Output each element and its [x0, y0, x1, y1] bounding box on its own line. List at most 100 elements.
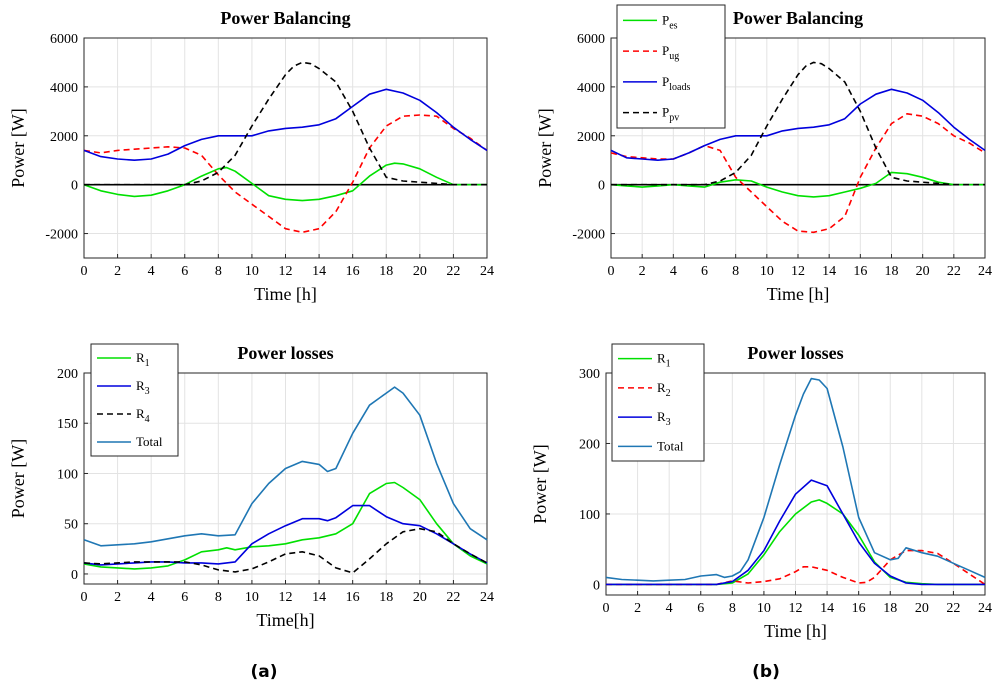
- legend-label-main: R: [657, 409, 666, 424]
- x-tick-label: 24: [480, 590, 494, 605]
- x-tick-label: 24: [480, 264, 494, 279]
- x-tick-label: 16: [346, 590, 360, 605]
- chart-title: Power losses: [237, 343, 333, 363]
- y-tick-label: 4000: [50, 81, 78, 96]
- x-tick-label: 8: [215, 264, 222, 279]
- x-tick-label: 12: [279, 264, 293, 279]
- series-line-3: [83, 527, 488, 574]
- legend-label-subscript: 3: [145, 386, 150, 397]
- series-line-3: [610, 88, 986, 161]
- x-tick-label: 0: [81, 264, 88, 279]
- legend-box: [616, 4, 726, 129]
- x-tick-label: 12: [791, 264, 805, 279]
- x-tick-label: 10: [245, 590, 259, 605]
- series-line-4: [611, 61, 985, 186]
- x-tick-label: 14: [312, 590, 326, 605]
- x-tick-label: 22: [446, 264, 460, 279]
- y-axis-label: Power [W]: [8, 439, 28, 518]
- x-tick-label: 8: [732, 264, 739, 279]
- x-tick-label: 0: [608, 264, 615, 279]
- x-tick-label: 18: [379, 264, 393, 279]
- legend-label-main: P: [662, 12, 669, 27]
- x-tick-label: 6: [181, 264, 188, 279]
- legend-label: R2: [657, 380, 671, 399]
- x-tick-label: 4: [666, 601, 673, 616]
- y-tick-label: 200: [579, 437, 600, 452]
- y-tick-label: 200: [57, 367, 78, 382]
- legend-label-subscript: es: [669, 20, 677, 31]
- series-line-4: [84, 61, 487, 186]
- series-line-3: [83, 88, 488, 161]
- series-line-1: [83, 162, 487, 202]
- chart-a-power-balancing: 0 2 4 6 8 10 12 14 16 18 20 22 24-20000200040006000P…: [8, 8, 494, 304]
- x-tick-label: 8: [215, 590, 222, 605]
- y-tick-label: 0: [598, 179, 605, 194]
- legend-label-subscript: 2: [666, 388, 671, 399]
- x-tick-label: 16: [346, 264, 360, 279]
- x-axis-label: Time[h]: [256, 610, 314, 630]
- x-tick-label: 0: [603, 601, 610, 616]
- series-line-4: [605, 377, 986, 582]
- y-axis-label: Power [W]: [535, 108, 555, 187]
- legend-label: Ppv: [662, 105, 679, 124]
- series-line-2: [83, 114, 488, 234]
- y-tick-label: 2000: [50, 130, 78, 145]
- x-tick-label: 2: [634, 601, 641, 616]
- legend-label: Pug: [662, 43, 679, 62]
- x-tick-label: 8: [729, 601, 736, 616]
- legend-label-main: P: [662, 105, 669, 120]
- y-tick-label: 100: [579, 508, 600, 523]
- chart-title: Power Balancing: [733, 8, 863, 28]
- legend-box: [90, 343, 179, 457]
- x-tick-label: 0: [81, 590, 88, 605]
- legend-label-main: R: [657, 351, 666, 366]
- legend-label: R3: [657, 409, 671, 428]
- y-tick-label: 0: [593, 578, 600, 593]
- legend-label: Ploads: [662, 74, 690, 93]
- series-line-1: [83, 481, 488, 570]
- x-tick-label: 2: [114, 590, 121, 605]
- legend-label-main: R: [136, 378, 145, 393]
- y-tick-label: -2000: [45, 228, 78, 243]
- y-tick-label: 50: [64, 518, 78, 533]
- legend-label-subscript: 3: [666, 417, 671, 428]
- legend-label: R4: [136, 406, 150, 425]
- x-axis-label: Time [h]: [764, 621, 827, 641]
- x-tick-label: 12: [279, 590, 293, 605]
- legend-label-main: R: [136, 406, 145, 421]
- y-tick-label: 6000: [577, 32, 605, 47]
- y-tick-label: 2000: [577, 130, 605, 145]
- x-tick-label: 10: [757, 601, 771, 616]
- chart-title: Power losses: [747, 343, 843, 363]
- x-tick-label: 22: [446, 590, 460, 605]
- legend-label: R1: [136, 350, 150, 369]
- legend-label: Total: [136, 434, 163, 449]
- legend-label: Total: [657, 438, 684, 453]
- x-tick-label: 6: [181, 590, 188, 605]
- x-axis-label: Time [h]: [767, 284, 830, 304]
- y-axis-label: Power [W]: [530, 444, 550, 523]
- sublabel-a: (a): [250, 662, 277, 682]
- x-tick-label: 16: [852, 601, 866, 616]
- legend-label-subscript: pv: [669, 113, 679, 124]
- legend-label-subscript: 1: [145, 358, 150, 369]
- x-tick-label: 18: [379, 590, 393, 605]
- x-tick-label: 20: [413, 590, 427, 605]
- x-tick-label: 18: [883, 601, 897, 616]
- x-tick-label: 4: [148, 264, 155, 279]
- x-tick-label: 10: [245, 264, 259, 279]
- x-tick-label: 6: [697, 601, 704, 616]
- legend: Pes Pug Ploads Ppv: [616, 4, 726, 129]
- x-tick-label: 20: [413, 264, 427, 279]
- legend-label: R3: [136, 378, 150, 397]
- x-tick-label: 20: [916, 264, 930, 279]
- x-tick-label: 14: [312, 264, 326, 279]
- sublabel-b: (b): [752, 662, 780, 682]
- legend-label-main: R: [136, 350, 145, 365]
- series-line-2: [606, 549, 986, 586]
- x-tick-label: 2: [639, 264, 646, 279]
